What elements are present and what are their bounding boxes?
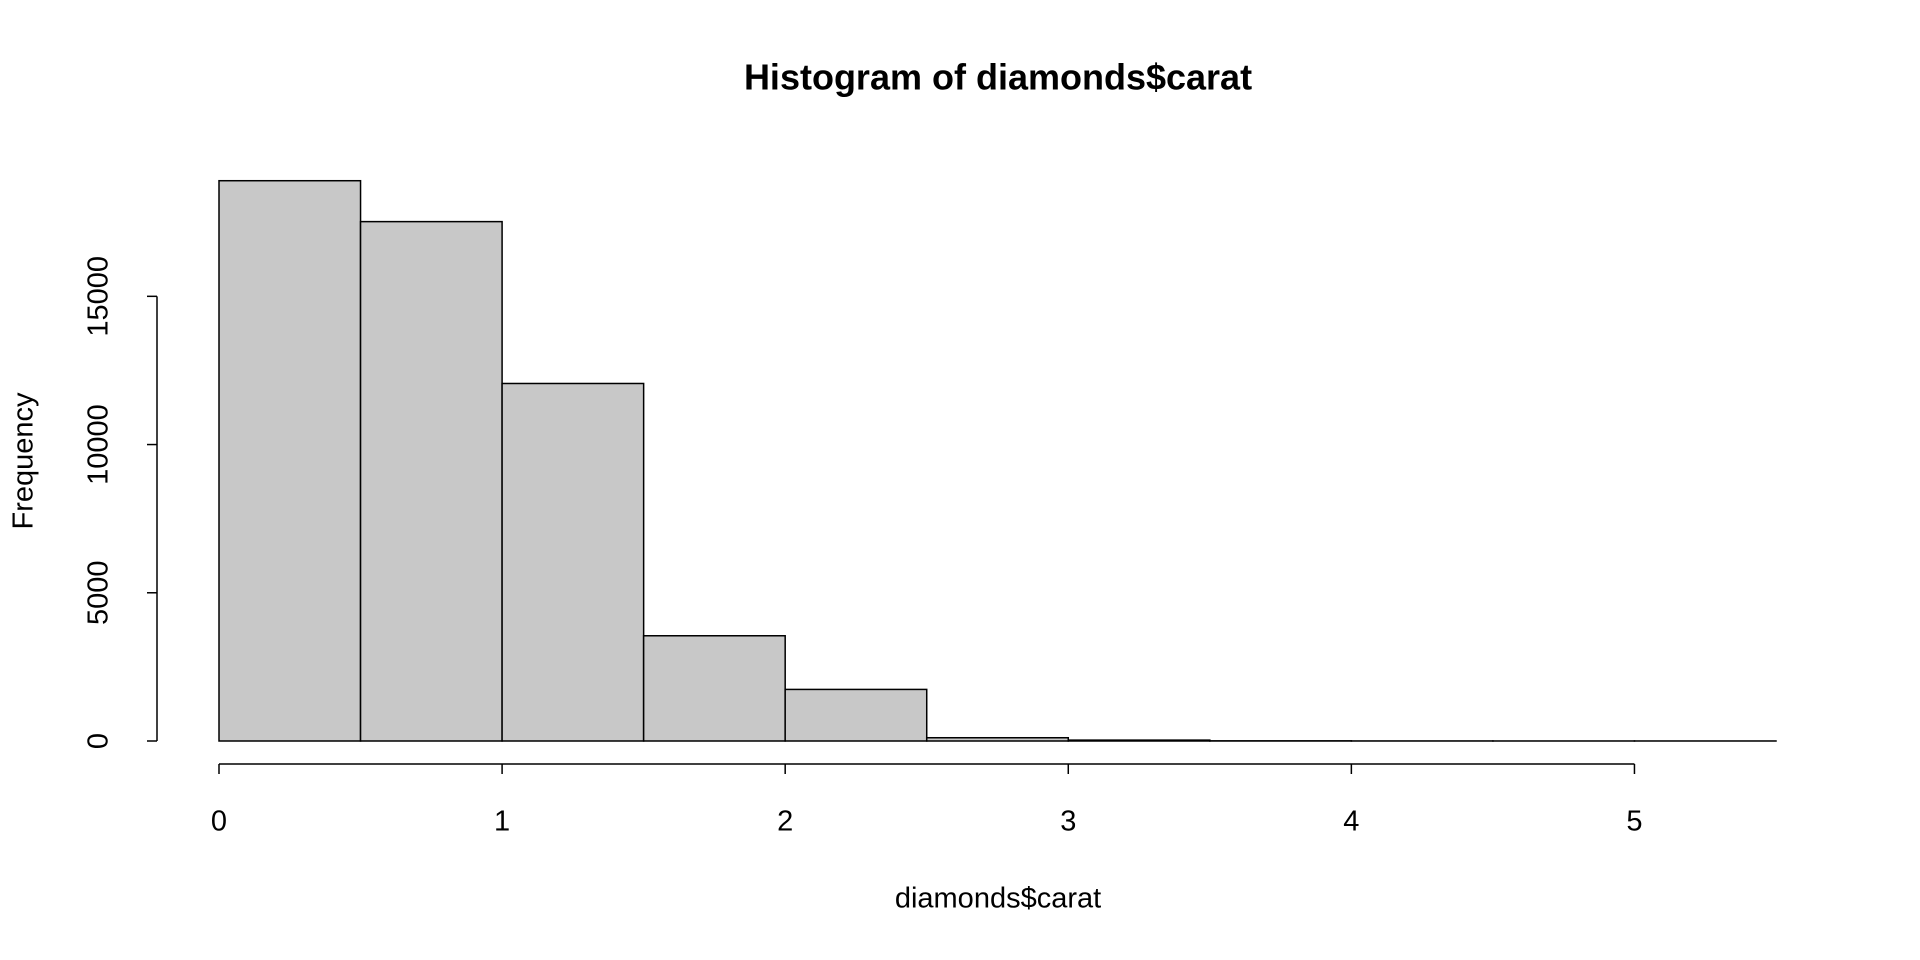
bar — [501, 382, 645, 742]
y-axis-label: Frequency — [8, 392, 40, 530]
y-tick-label: 0 — [83, 733, 115, 749]
bar — [925, 736, 1070, 742]
x-tick-label: 2 — [777, 806, 793, 838]
x-tick-label: 0 — [211, 806, 227, 838]
x-axis-label: diamonds$carat — [895, 883, 1101, 915]
y-tick-label: 15000 — [83, 256, 115, 337]
chart-title: Histogram of diamonds$carat — [744, 57, 1252, 98]
bar — [1067, 739, 1211, 742]
bar — [359, 220, 503, 742]
y-tick-label: 5000 — [83, 561, 115, 626]
x-tick-label: 4 — [1343, 806, 1359, 838]
x-tick-label: 3 — [1060, 806, 1076, 838]
x-tick-label: 1 — [494, 806, 510, 838]
bar — [218, 179, 362, 742]
bar — [642, 635, 786, 742]
bar — [784, 688, 928, 742]
x-tick-label: 5 — [1626, 806, 1642, 838]
y-tick-label: 10000 — [83, 404, 115, 485]
